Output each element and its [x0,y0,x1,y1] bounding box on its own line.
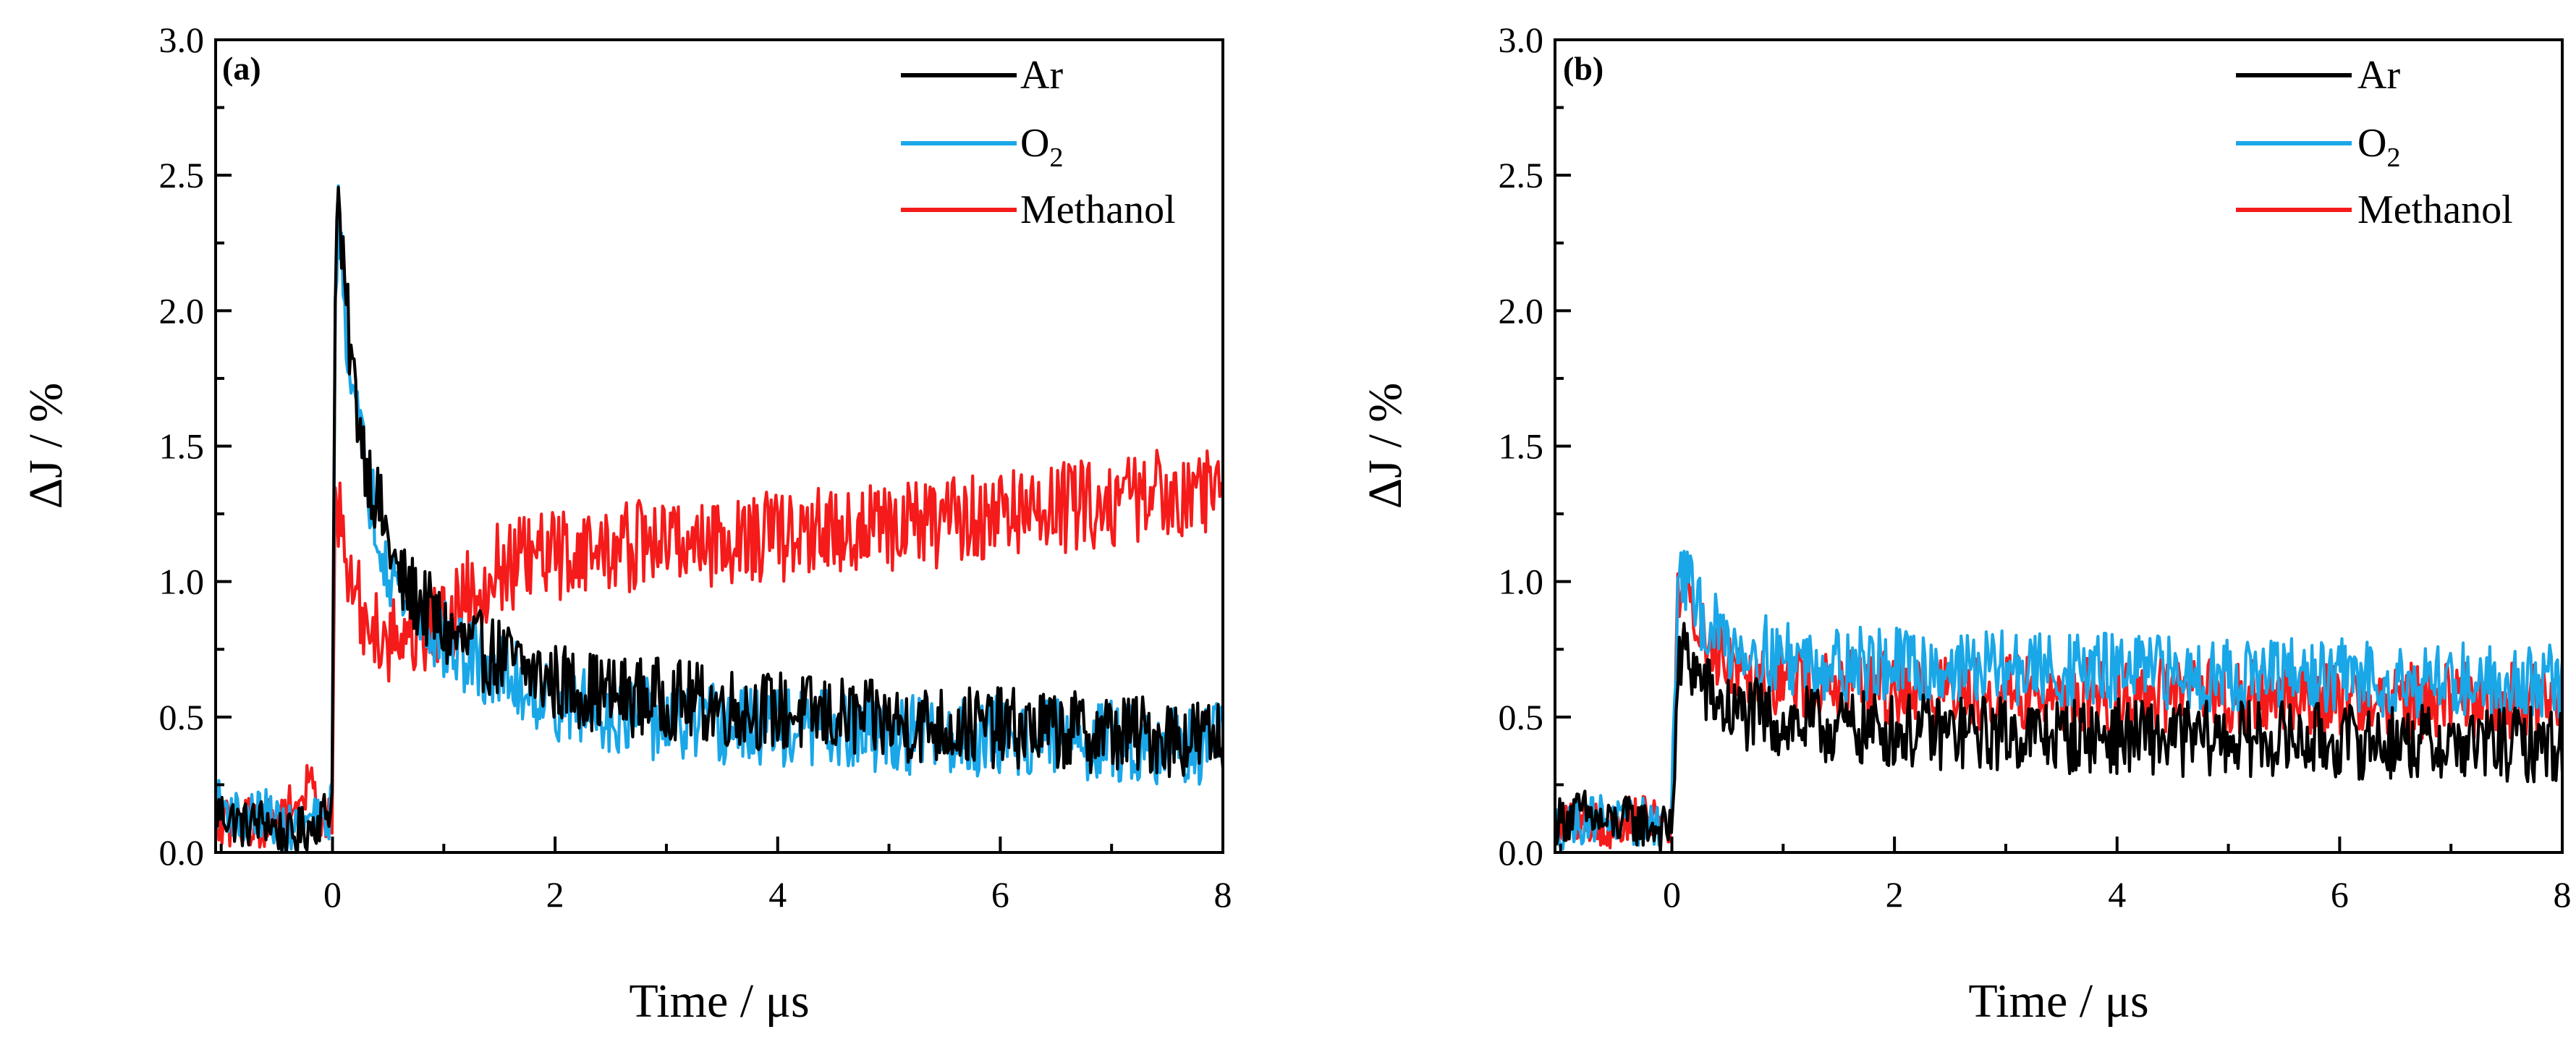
panel-a-series-methanol [216,449,1223,849]
panel-b-legend: Ar O2 Methanol [2236,53,2513,232]
panel-a-legend: Ar O2 Methanol [901,53,1176,232]
panel-a-y-tick-label: 1.5 [159,426,205,467]
panel-b-x-tick-label: 4 [2108,874,2126,915]
panel-a-legend-label-ar: Ar [1020,53,1063,98]
panel-a-y-tick-label: 0.5 [159,697,205,737]
panel-a-x-tick-label: 6 [991,874,1009,915]
panel-a-x-tick-label: 2 [546,874,564,915]
panel-a-x-tick-label: 8 [1214,874,1232,915]
panel-b-y-tick-label: 0.5 [1499,697,1544,737]
panel-a-x-axis-title: Time / μs [629,975,809,1028]
panel-a-y-tick-label: 0.0 [159,832,205,873]
panel-b-label: (b) [1563,50,1603,87]
panel-b-legend-label-o2-main: O [2357,121,2386,166]
panel-a-x-tick-label: 4 [768,874,787,915]
panel-b-y-tick-label: 3.0 [1499,20,1544,60]
panel-b-series-ar [1555,622,2562,852]
panel-b-y-tick-label: 0.0 [1499,832,1544,873]
panel-a-x-tick-label: 0 [323,874,342,915]
panel-b-legend-label-methanol: Methanol [2357,187,2513,232]
panel-a-series-o2 [216,184,1223,852]
panel-b-x-tick-label: 2 [1886,874,1904,915]
panel-a-series-ar [216,185,1223,852]
panel-b-x-tick-label: 0 [1663,874,1681,915]
panel-a-legend-label-o2-sub: 2 [1049,143,1063,173]
panel-b-legend-label-o2: O2 [2357,121,2400,173]
panel-a-legend-label-o2-main: O [1020,121,1049,166]
panel-a-plot-area [216,184,1223,852]
panel-b-legend-label-o2-sub: 2 [2386,143,2400,173]
panel-b-y-tick-label: 1.5 [1499,426,1544,467]
panel-b-plot-area [1555,549,2562,852]
panel-a-legend-label-methanol: Methanol [1020,187,1176,232]
panel-b-x-axis-title: Time / μs [1968,975,2148,1028]
panel-b-y-tick-label: 2.5 [1499,155,1544,195]
panel-b-y-tick-label: 2.0 [1499,290,1544,331]
panel-a-y-tick-label: 1.0 [159,562,205,602]
panel-a-legend-label-o2: O2 [1020,121,1063,173]
panel-a-y-axis-title: ΔJ / % [20,383,72,509]
panel-b-series-o2 [1555,549,2562,851]
panel-b-x-tick-label: 6 [2331,874,2349,915]
panel-b-legend-label-ar: Ar [2357,53,2400,98]
panel-b-y-axis-title: ΔJ / % [1359,383,1412,509]
panel-a-y-tick-label: 3.0 [159,20,205,60]
panel-a-label: (a) [222,50,261,87]
panel-a-y-tick-label: 2.5 [159,155,205,195]
panel-b-series-methanol [1555,560,2562,850]
panel-b-y-tick-label: 1.0 [1499,562,1544,602]
panel-a-y-tick-label: 2.0 [159,290,205,331]
panel-b-x-tick-label: 8 [2554,874,2572,915]
